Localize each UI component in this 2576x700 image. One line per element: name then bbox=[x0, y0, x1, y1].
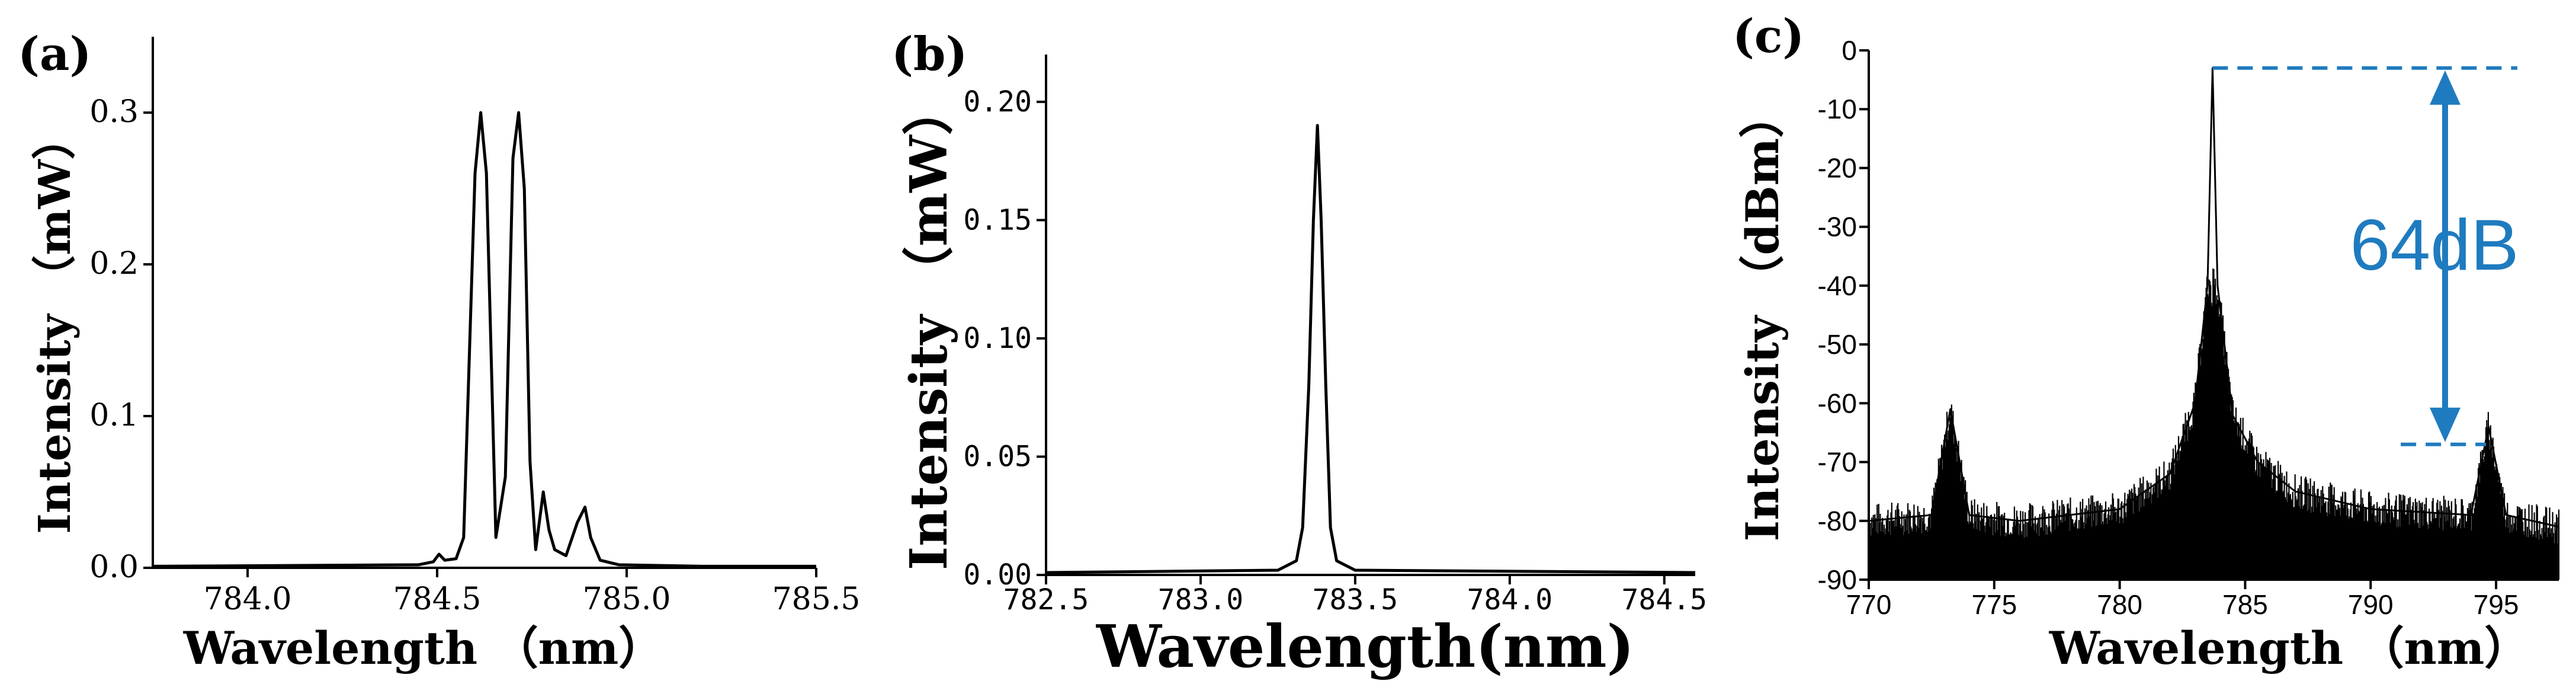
panel-b-x-tick-label: 783.0 bbox=[1158, 583, 1244, 616]
panel-c-y-tick-label: -30 bbox=[1818, 212, 1857, 242]
panel-a-label: (a) bbox=[18, 27, 91, 81]
panel-c: (c) Intensity （dBm） Wavelength （nm） 770 7… bbox=[1733, 9, 2560, 675]
panel-a-y-tick-label: 0.1 bbox=[89, 398, 139, 433]
panel-a-y-tick-label: 0.0 bbox=[89, 549, 139, 585]
panel-b-y-tick-label: 0.15 bbox=[963, 203, 1032, 236]
panel-c-label: (c) bbox=[1733, 9, 1804, 63]
panel-c-y-tick-label: -20 bbox=[1818, 152, 1857, 183]
panel-c-annotation-label: 64dB bbox=[2350, 204, 2519, 285]
panel-b-y-tick-label: 0.00 bbox=[963, 558, 1032, 592]
panel-c-x-tick-label: 775 bbox=[1971, 589, 2017, 620]
panel-c-x-axis-title: Wavelength （nm） bbox=[2049, 622, 2530, 675]
panel-a-x-axis-title: Wavelength （nm） bbox=[183, 622, 664, 675]
panel-c-x-tick-label: 785 bbox=[2222, 589, 2268, 620]
panel-b-y-axis-title: Intensity （mW） bbox=[899, 84, 959, 570]
panel-b-y-tick-label: 0.10 bbox=[963, 322, 1032, 355]
panel-c-y-tick-label: -60 bbox=[1818, 388, 1857, 418]
panel-a-spectrum-line bbox=[152, 111, 816, 568]
panel-a-y-tick-label: 0.2 bbox=[89, 246, 139, 282]
panel-b-spectrum-line bbox=[1045, 124, 1696, 574]
panel-c-y-axis-title: Intensity （dBm） bbox=[1736, 93, 1789, 542]
panel-b-y-tick-label: 0.20 bbox=[963, 85, 1032, 119]
panel-c-annotation-arrow-head-up bbox=[2430, 70, 2460, 105]
panel-c-y-tick-label: -10 bbox=[1818, 94, 1857, 124]
panel-c-noise-fill bbox=[1868, 269, 2560, 580]
panel-c-x-tick-label: 780 bbox=[2097, 589, 2142, 620]
panel-b-x-tick-label: 784.0 bbox=[1467, 583, 1553, 616]
panel-a-x-tick-label: 784.5 bbox=[393, 581, 482, 617]
panel-a-y-axis-title: Intensity （mW） bbox=[30, 116, 81, 534]
panel-b-x-axis-title: Wavelength(nm) bbox=[1096, 613, 1634, 681]
panel-a: (a) Intensity （mW） Wavelength （nm） 784.0… bbox=[18, 27, 860, 675]
panel-c-y-tick-label: -80 bbox=[1818, 506, 1857, 536]
panel-b-label: (b) bbox=[891, 27, 967, 81]
panel-b-y-tick-label: 0.05 bbox=[963, 440, 1032, 473]
panel-c-x-tick-label: 795 bbox=[2474, 589, 2519, 620]
panel-c-y-tick-label: -50 bbox=[1818, 329, 1857, 360]
panel-c-y-tick-label: -70 bbox=[1818, 447, 1857, 478]
panel-a-x-tick-label: 785.5 bbox=[772, 581, 861, 617]
panel-b-x-tick-label: 782.5 bbox=[1003, 583, 1089, 616]
panel-b: (b) Intensity （mW） Wavelength(nm) 782.5 7… bbox=[891, 27, 1707, 681]
panel-a-y-tick-label: 0.3 bbox=[89, 94, 139, 130]
panel-c-x-tick-label: 790 bbox=[2348, 589, 2394, 620]
panel-c-y-tick-label: -90 bbox=[1818, 564, 1857, 595]
panel-b-x-tick-label: 783.5 bbox=[1313, 583, 1398, 616]
panel-a-x-tick-label: 785.0 bbox=[583, 581, 671, 617]
panel-c-annotation-arrow-head-down bbox=[2430, 407, 2460, 442]
panel-a-x-tick-label: 784.0 bbox=[204, 581, 292, 617]
panel-c-y-tick-label: 0 bbox=[1842, 35, 1857, 66]
panel-c-x-tick-label: 770 bbox=[1846, 589, 1892, 620]
panel-c-y-tick-label: -40 bbox=[1818, 270, 1857, 301]
panel-b-x-tick-label: 784.5 bbox=[1622, 583, 1708, 616]
